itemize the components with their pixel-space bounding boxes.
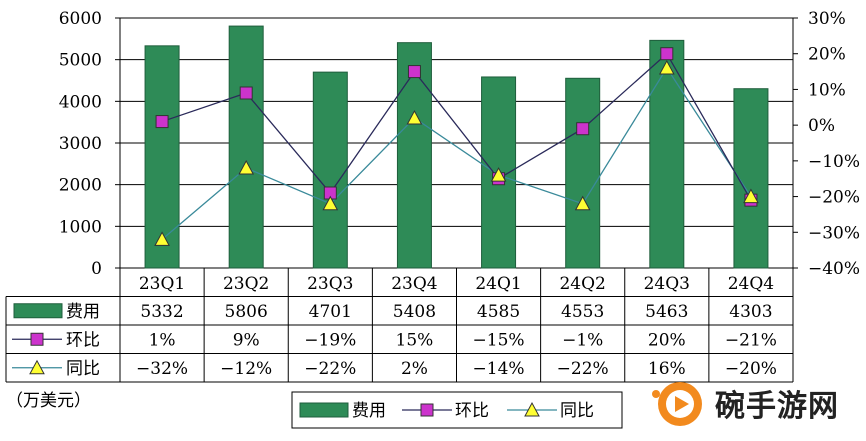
- right-axis-tick-label: −10%: [808, 152, 860, 172]
- point-yoy: [743, 188, 759, 204]
- table-cell-value: −12%: [220, 359, 272, 379]
- legend-key-bar: [299, 402, 349, 418]
- table-cell-value: −32%: [136, 359, 188, 379]
- series-line-yoy: [161, 66, 752, 240]
- table-cell-value: 15%: [396, 330, 434, 350]
- table-row-label: 费用: [66, 302, 100, 322]
- left-axis-tick-label: 0: [91, 259, 102, 279]
- table-cell-value: −14%: [473, 359, 525, 379]
- bar: [144, 45, 180, 269]
- category-label: 23Q4: [391, 274, 437, 294]
- table-cell-value: −22%: [304, 359, 356, 379]
- right-axis-tick-label: 10%: [808, 80, 846, 100]
- legend-label-mom: 环比: [455, 401, 489, 421]
- table-cell-value: −19%: [304, 330, 356, 350]
- right-axis-tick-label: −30%: [808, 223, 860, 243]
- bar: [396, 42, 432, 269]
- watermark: 碗手游网: [642, 376, 864, 432]
- bar: [312, 71, 348, 269]
- point-yoy: [574, 195, 591, 211]
- left-axis-tick-label: 1000: [59, 217, 102, 237]
- table-cell-value: −21%: [725, 330, 777, 350]
- right-axis-tick-label: 0%: [808, 116, 835, 136]
- series-line-mom: [161, 52, 752, 201]
- table-cell-value: 4585: [477, 302, 520, 322]
- category-label: 24Q3: [644, 274, 690, 294]
- point-yoy: [238, 159, 255, 175]
- category-label: 23Q3: [307, 274, 353, 294]
- table-cell-value: 4303: [729, 302, 772, 322]
- table-cell-value: 1%: [149, 330, 176, 350]
- table-cell-value: −15%: [473, 330, 525, 350]
- table-key-mom-marker: [30, 332, 44, 346]
- table-cell-value: 9%: [233, 330, 260, 350]
- left-axis-tick-label: 4000: [59, 92, 102, 112]
- table-row-label: 环比: [66, 330, 100, 350]
- table-cell-value: −1%: [562, 330, 603, 350]
- right-axis-tick-label: −40%: [808, 259, 860, 279]
- table-cell-value: 5463: [645, 302, 688, 322]
- point-yoy: [322, 195, 339, 211]
- table-cell-value: 5806: [225, 302, 268, 322]
- point-yoy: [406, 109, 423, 125]
- category-label: 24Q1: [475, 274, 521, 294]
- point-mom: [660, 47, 674, 61]
- point-mom: [407, 65, 421, 79]
- point-yoy: [658, 59, 675, 75]
- table-cell-value: 2%: [401, 359, 428, 379]
- bar: [565, 77, 601, 269]
- table-row-label: 同比: [66, 359, 100, 379]
- table-cell-value: 16%: [648, 359, 686, 379]
- point-mom: [239, 86, 253, 100]
- table-cell-value: −20%: [725, 359, 777, 379]
- table-cell-value: 4553: [561, 302, 604, 322]
- bar: [228, 25, 264, 269]
- category-label: 23Q2: [223, 274, 269, 294]
- table-cell-value: 4701: [309, 302, 352, 322]
- watermark-logo-icon: [652, 382, 702, 426]
- unit-label: （万美元）: [6, 391, 91, 411]
- legend-label-yoy: 同比: [560, 401, 594, 421]
- left-axis-tick-label: 3000: [59, 134, 102, 154]
- category-label: 23Q1: [139, 274, 185, 294]
- table-cell-value: 5408: [393, 302, 436, 322]
- category-label: 24Q4: [728, 274, 774, 294]
- point-yoy: [154, 231, 170, 246]
- point-mom: [155, 115, 169, 129]
- table-cell-value: 20%: [648, 330, 686, 350]
- category-label: 24Q2: [559, 274, 605, 294]
- right-axis-tick-label: 30%: [808, 9, 846, 29]
- watermark-text: 碗手游网: [715, 389, 839, 424]
- legend-key-yoy-marker: [524, 401, 540, 417]
- table-key-yoy-marker: [29, 359, 45, 375]
- legend-label-bar: 费用: [352, 401, 386, 421]
- left-axis-tick-label: 5000: [59, 51, 102, 71]
- table-cell-value: 5332: [140, 302, 183, 322]
- bar: [649, 39, 685, 269]
- left-axis-tick-label: 6000: [59, 9, 102, 29]
- table-key-bar: [13, 303, 63, 319]
- legend-key-mom-marker: [420, 403, 434, 417]
- table-cell-value: −22%: [557, 359, 609, 379]
- left-axis-tick-label: 2000: [59, 176, 102, 196]
- right-axis-tick-label: −20%: [808, 188, 860, 208]
- right-axis-tick-label: 20%: [808, 45, 846, 65]
- point-mom: [576, 122, 590, 136]
- point-yoy: [490, 167, 507, 182]
